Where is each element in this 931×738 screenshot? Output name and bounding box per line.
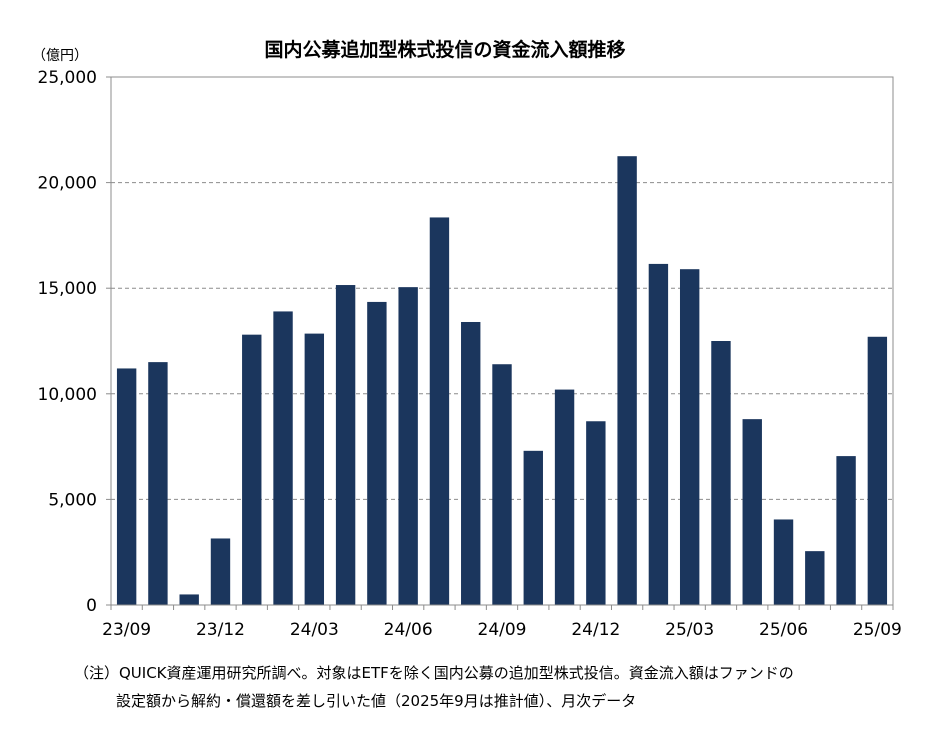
bar-25/04 [711,341,731,605]
bar-24/04 [335,285,356,605]
bar-24/05 [367,301,387,605]
bar-24/08 [461,321,481,605]
y-tick-label: 20,000 [38,174,97,194]
bar-25/03 [679,269,700,605]
bar-24/07 [429,217,450,605]
y-tick-label: 5,000 [48,490,97,510]
bar-24/11 [554,389,575,605]
bar-25/07 [805,551,825,605]
x-tick-label: 25/06 [759,620,808,640]
bar-25/02 [648,263,669,605]
bar-23/10 [148,362,168,605]
bar-25/09 [867,336,888,605]
footnote-line-2: 設定額から解約・償還額を差し引いた値（2025年9月は推計値）、月次データ [116,692,637,710]
x-tick-label: 25/09 [853,620,902,640]
bar-25/01 [617,156,637,605]
bar-24/09 [492,364,512,605]
y-tick-label: 10,000 [38,385,97,405]
x-tick-label: 23/09 [102,620,151,640]
y-tick-label: 15,000 [38,279,97,299]
bar-23/12 [210,538,231,605]
bar-25/06 [773,519,794,605]
chart-title: 国内公募追加型株式投信の資金流入額推移 [264,38,625,61]
y-axis-unit-label: （億円） [32,48,88,64]
x-tick-label: 24/12 [571,620,620,640]
x-tick-label: 23/12 [196,620,245,640]
y-tick-label: 25,000 [38,68,97,88]
y-tick-label: 0 [86,596,97,616]
y-axis-ticks: 0 5,000 10,000 15,000 20,000 25,000 [38,68,111,616]
bar-23/11 [179,594,199,605]
x-axis-ticks: 23/09 23/12 24/03 24/06 24/09 24/12 25/03 25/06… [102,605,902,640]
x-tick-label: 25/03 [665,620,714,640]
plot-area-border [110,76,894,606]
bar-25/08 [836,456,856,605]
bar-24/03 [304,333,325,605]
bar-24/12 [586,421,606,605]
bar-24/01 [242,334,262,605]
footnote-line-1: （注）QUICK資産運用研究所調べ。対象はETFを除く国内公募の追加型株式投信。… [74,664,794,682]
bar-23/09 [116,368,137,605]
bar-24/10 [523,450,543,605]
bar-24/06 [398,287,418,605]
x-tick-label: 24/09 [478,620,527,640]
bar-24/02 [273,311,293,605]
bars-group [116,156,888,605]
gridlines [111,182,893,500]
x-tick-label: 24/03 [290,620,339,640]
bar-chart: 国内公募追加型株式投信の資金流入額推移 （億円） 0 5,000 10,000 15,… [32,38,902,640]
axes [110,76,894,606]
x-tick-label: 24/06 [384,620,433,640]
bar-25/05 [742,419,762,605]
